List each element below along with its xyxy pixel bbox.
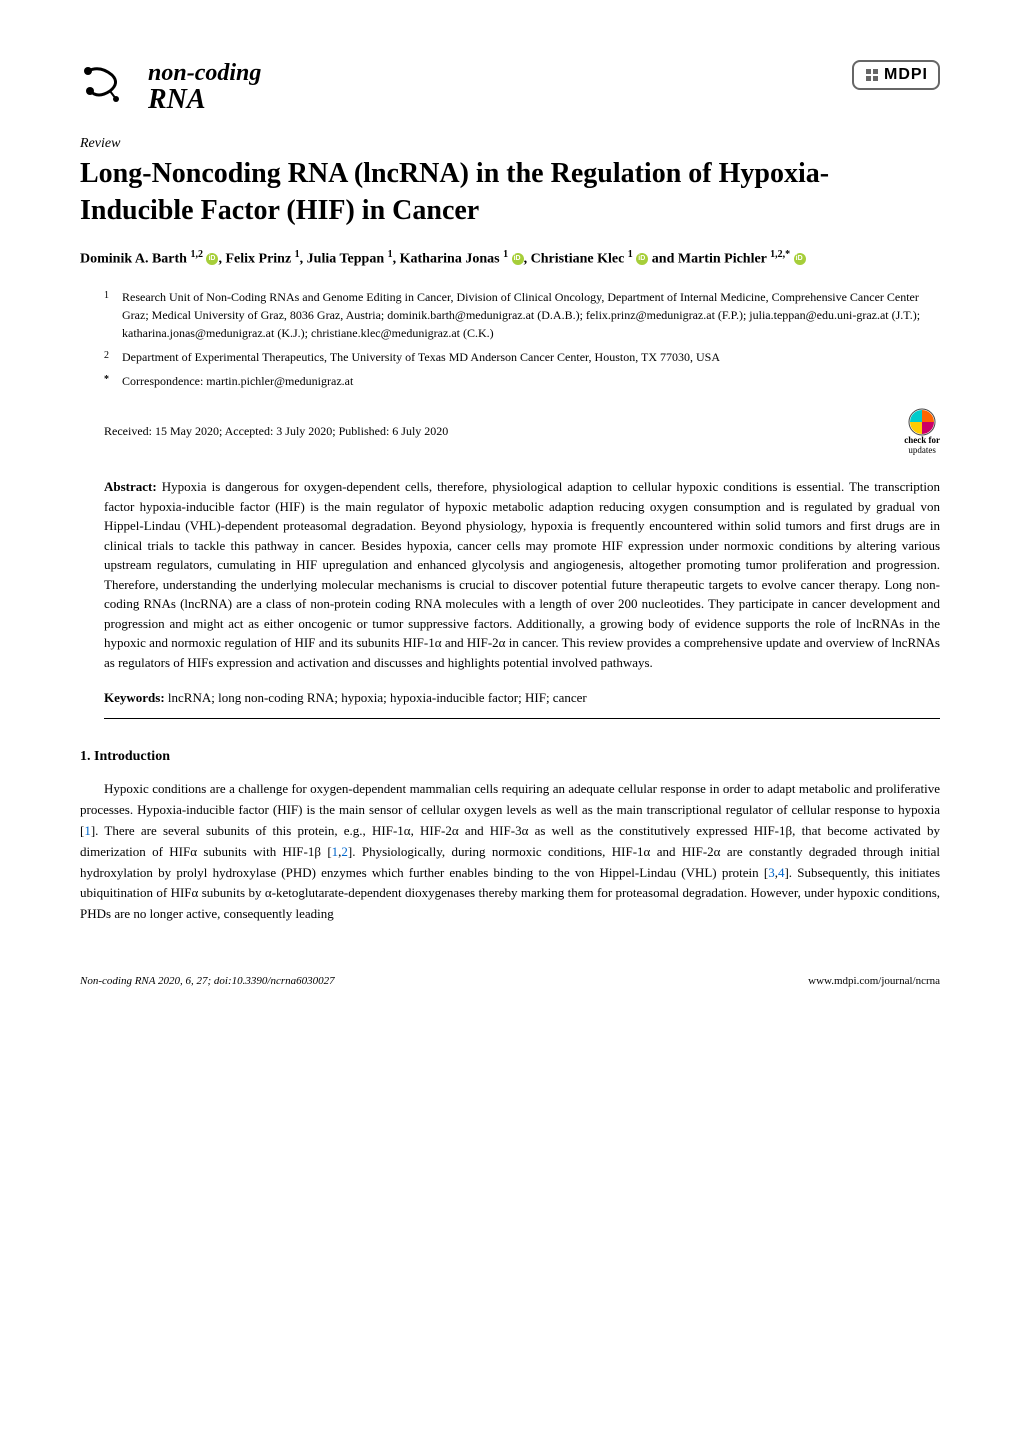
- body-paragraph-1: Hypoxic conditions are a challenge for o…: [80, 779, 940, 925]
- author-2-affil: 1: [295, 249, 300, 260]
- affiliation-corr: * Correspondence: martin.pichler@medunig…: [104, 372, 940, 390]
- author-1: Dominik A. Barth: [80, 252, 187, 267]
- abstract-text: Hypoxia is dangerous for oxygen-dependen…: [104, 479, 940, 670]
- check-text-bottom: updates: [908, 446, 936, 456]
- header-row: non-coding RNA MDPI: [80, 60, 940, 112]
- author-6: Martin Pichler: [678, 252, 767, 267]
- affil-marker-1: 1: [104, 288, 122, 342]
- author-4-affil: 1: [503, 249, 508, 260]
- separator-line: [104, 718, 940, 719]
- author-3: Julia Teppan: [307, 252, 384, 267]
- dates-text: Received: 15 May 2020; Accepted: 3 July …: [104, 424, 448, 439]
- dates-row: Received: 15 May 2020; Accepted: 3 July …: [104, 408, 940, 456]
- affil-marker-2: 2: [104, 348, 122, 366]
- keywords-text: lncRNA; long non-coding RNA; hypoxia; hy…: [168, 690, 587, 705]
- journal-name-bottom: RNA: [148, 87, 261, 112]
- orcid-icon: [206, 253, 218, 265]
- footer-left: Non-coding RNA 2020, 6, 27; doi:10.3390/…: [80, 975, 335, 987]
- check-updates-badge[interactable]: check for updates: [904, 408, 940, 456]
- mdpi-icon: [864, 67, 880, 83]
- affil-text-corr: Correspondence: martin.pichler@medunigra…: [122, 372, 940, 390]
- author-5: Christiane Klec: [531, 252, 625, 267]
- footer-right: www.mdpi.com/journal/ncrna: [808, 975, 940, 987]
- authors-line: Dominik A. Barth 1,2 , Felix Prinz 1, Ju…: [80, 247, 940, 270]
- footer-row: Non-coding RNA 2020, 6, 27; doi:10.3390/…: [80, 975, 940, 987]
- affiliation-1: 1 Research Unit of Non-Coding RNAs and G…: [104, 288, 940, 342]
- affil-text-2: Department of Experimental Therapeutics,…: [122, 348, 940, 366]
- journal-name: non-coding RNA: [148, 60, 261, 112]
- author-1-affil: 1,2: [190, 249, 203, 260]
- article-type: Review: [80, 136, 940, 152]
- keywords-label: Keywords:: [104, 690, 165, 705]
- orcid-icon: [636, 253, 648, 265]
- keywords-block: Keywords: lncRNA; long non-coding RNA; h…: [104, 690, 940, 706]
- journal-name-top: non-coding: [148, 60, 261, 87]
- affiliation-2: 2 Department of Experimental Therapeutic…: [104, 348, 940, 366]
- abstract-block: Abstract: Hypoxia is dangerous for oxyge…: [104, 477, 940, 672]
- author-3-affil: 1: [388, 249, 393, 260]
- orcid-icon: [794, 253, 806, 265]
- mdpi-text: MDPI: [884, 66, 928, 84]
- article-title: Long-Noncoding RNA (lncRNA) in the Regul…: [80, 156, 940, 229]
- affil-text-1: Research Unit of Non-Coding RNAs and Gen…: [122, 288, 940, 342]
- affiliations: 1 Research Unit of Non-Coding RNAs and G…: [104, 288, 940, 390]
- author-5-affil: 1: [628, 249, 633, 260]
- author-2: Felix Prinz: [225, 252, 291, 267]
- journal-logo: non-coding RNA: [80, 60, 261, 112]
- author-4: Katharina Jonas: [400, 252, 500, 267]
- and-separator: and: [652, 252, 675, 267]
- journal-rna-icon: [80, 61, 140, 111]
- abstract-label: Abstract:: [104, 479, 157, 494]
- orcid-icon: [512, 253, 524, 265]
- mdpi-logo: MDPI: [852, 60, 940, 90]
- author-6-affil: 1,2,*: [770, 249, 790, 260]
- section-1-heading: 1. Introduction: [80, 749, 940, 765]
- check-updates-icon: [908, 408, 936, 436]
- affil-marker-corr: *: [104, 372, 122, 390]
